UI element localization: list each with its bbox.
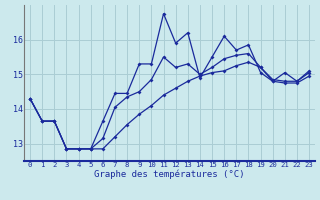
X-axis label: Graphe des températures (°C): Graphe des températures (°C) <box>94 170 245 179</box>
